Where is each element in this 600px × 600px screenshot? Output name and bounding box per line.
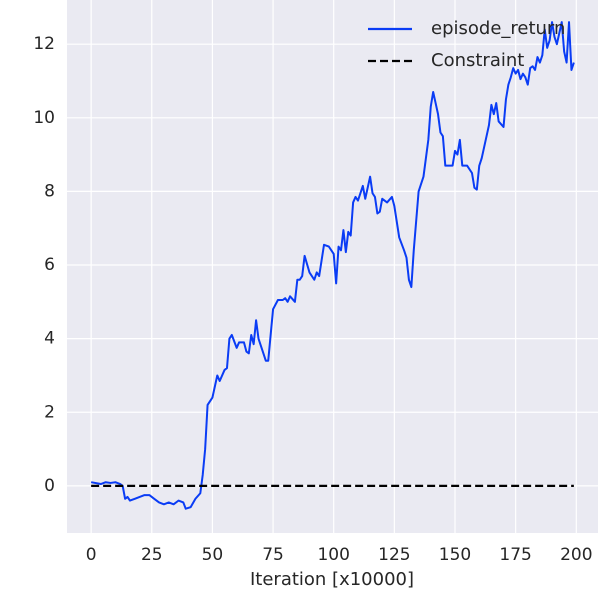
legend-label: episode_return (431, 18, 565, 39)
legend-label: Constraint (431, 50, 524, 71)
x-tick-label: 25 (141, 545, 163, 565)
x-tick-label: 200 (560, 545, 592, 565)
x-tick-label: 150 (439, 545, 471, 565)
x-tick-label: 75 (262, 545, 284, 565)
grid (67, 0, 598, 533)
y-tick-label: 10 (33, 108, 55, 128)
x-tick-label: 125 (378, 545, 410, 565)
y-tick-label: 12 (33, 34, 55, 54)
lines (90, 21, 575, 510)
x-axis-label: Iteration [x10000] (250, 569, 414, 590)
labels: 0 25 50 75 100 125 150 175 200 0 2 4 6 8 10 12 (33, 34, 592, 565)
series-line (90, 21, 575, 510)
y-tick-label: 0 (44, 476, 55, 496)
plot-area (67, 0, 598, 533)
y-tick-label: 8 (44, 181, 55, 201)
x-tick-label: 175 (499, 545, 531, 565)
x-tick-label: 0 (86, 545, 97, 565)
y-tick-label: 4 (44, 329, 55, 349)
y-tick-label: 6 (44, 255, 55, 275)
x-tick-label: 100 (317, 545, 349, 565)
y-tick-label: 2 (44, 402, 55, 422)
x-tick-label: 50 (202, 545, 224, 565)
